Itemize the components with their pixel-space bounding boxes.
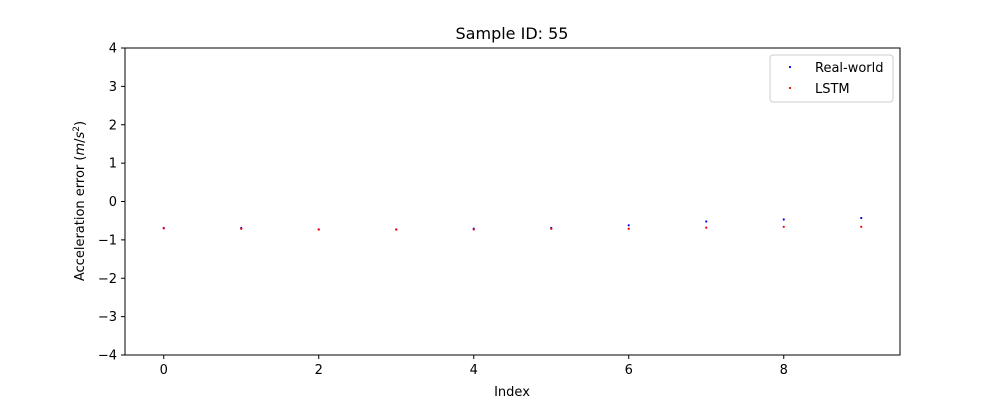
data-point-lstm xyxy=(240,227,243,230)
data-point-real-world xyxy=(782,218,785,221)
y-tick-label: −2 xyxy=(98,272,117,287)
data-point-lstm xyxy=(550,227,553,230)
legend-marker-lstm xyxy=(788,86,792,90)
data-point-lstm xyxy=(317,228,320,231)
data-point-real-world xyxy=(627,224,630,227)
legend: Real-world LSTM xyxy=(769,54,894,103)
y-tick-label: 2 xyxy=(109,118,117,133)
y-tick-label: 1 xyxy=(109,157,117,172)
legend-label-lstm: LSTM xyxy=(815,82,850,97)
x-axis-label: Index xyxy=(494,385,530,400)
data-point-lstm xyxy=(472,228,475,231)
x-tick-label: 4 xyxy=(470,363,478,378)
chart-title: Sample ID: 55 xyxy=(456,24,569,43)
x-tick-label: 0 xyxy=(160,363,168,378)
data-points xyxy=(162,216,863,231)
data-point-lstm xyxy=(860,225,863,228)
y-axis-label-suffix: ) xyxy=(73,121,88,126)
y-tick-label: −3 xyxy=(98,310,117,325)
data-point-lstm xyxy=(395,228,398,231)
data-point-real-world xyxy=(860,216,863,220)
y-axis-label-prefix: Acceleration error ( xyxy=(73,156,88,282)
legend-marker-real-world xyxy=(788,65,792,69)
legend-label-real-world: Real-world xyxy=(815,61,884,76)
y-tick-label: 0 xyxy=(109,195,117,210)
y-axis-label: Acceleration error (m/s2) xyxy=(72,121,88,281)
data-point-lstm xyxy=(782,225,785,228)
data-point-lstm xyxy=(162,227,165,230)
x-tick-label: 6 xyxy=(625,363,633,378)
y-tick-label: 3 xyxy=(109,80,117,95)
x-tick-label: 8 xyxy=(780,363,788,378)
legend-box xyxy=(769,54,894,103)
data-point-lstm xyxy=(627,227,630,230)
plot-axes: 0 2 4 6 8 −4 −3 −2 −1 0 1 2 3 4 xyxy=(98,42,901,378)
data-point-real-world xyxy=(705,220,708,223)
y-axis-label-unit-s: s xyxy=(73,131,88,138)
y-axis-label-unit-slash: / xyxy=(73,138,88,143)
data-point-lstm xyxy=(705,226,708,229)
x-tick-label: 2 xyxy=(315,363,323,378)
y-axis-label-unit-m: m xyxy=(73,143,88,156)
y-tick-label: −4 xyxy=(98,349,117,364)
y-tick-label: 4 xyxy=(109,42,117,57)
y-tick-label: −1 xyxy=(98,233,117,248)
y-axis-label-unit-exponent: 2 xyxy=(72,126,82,132)
